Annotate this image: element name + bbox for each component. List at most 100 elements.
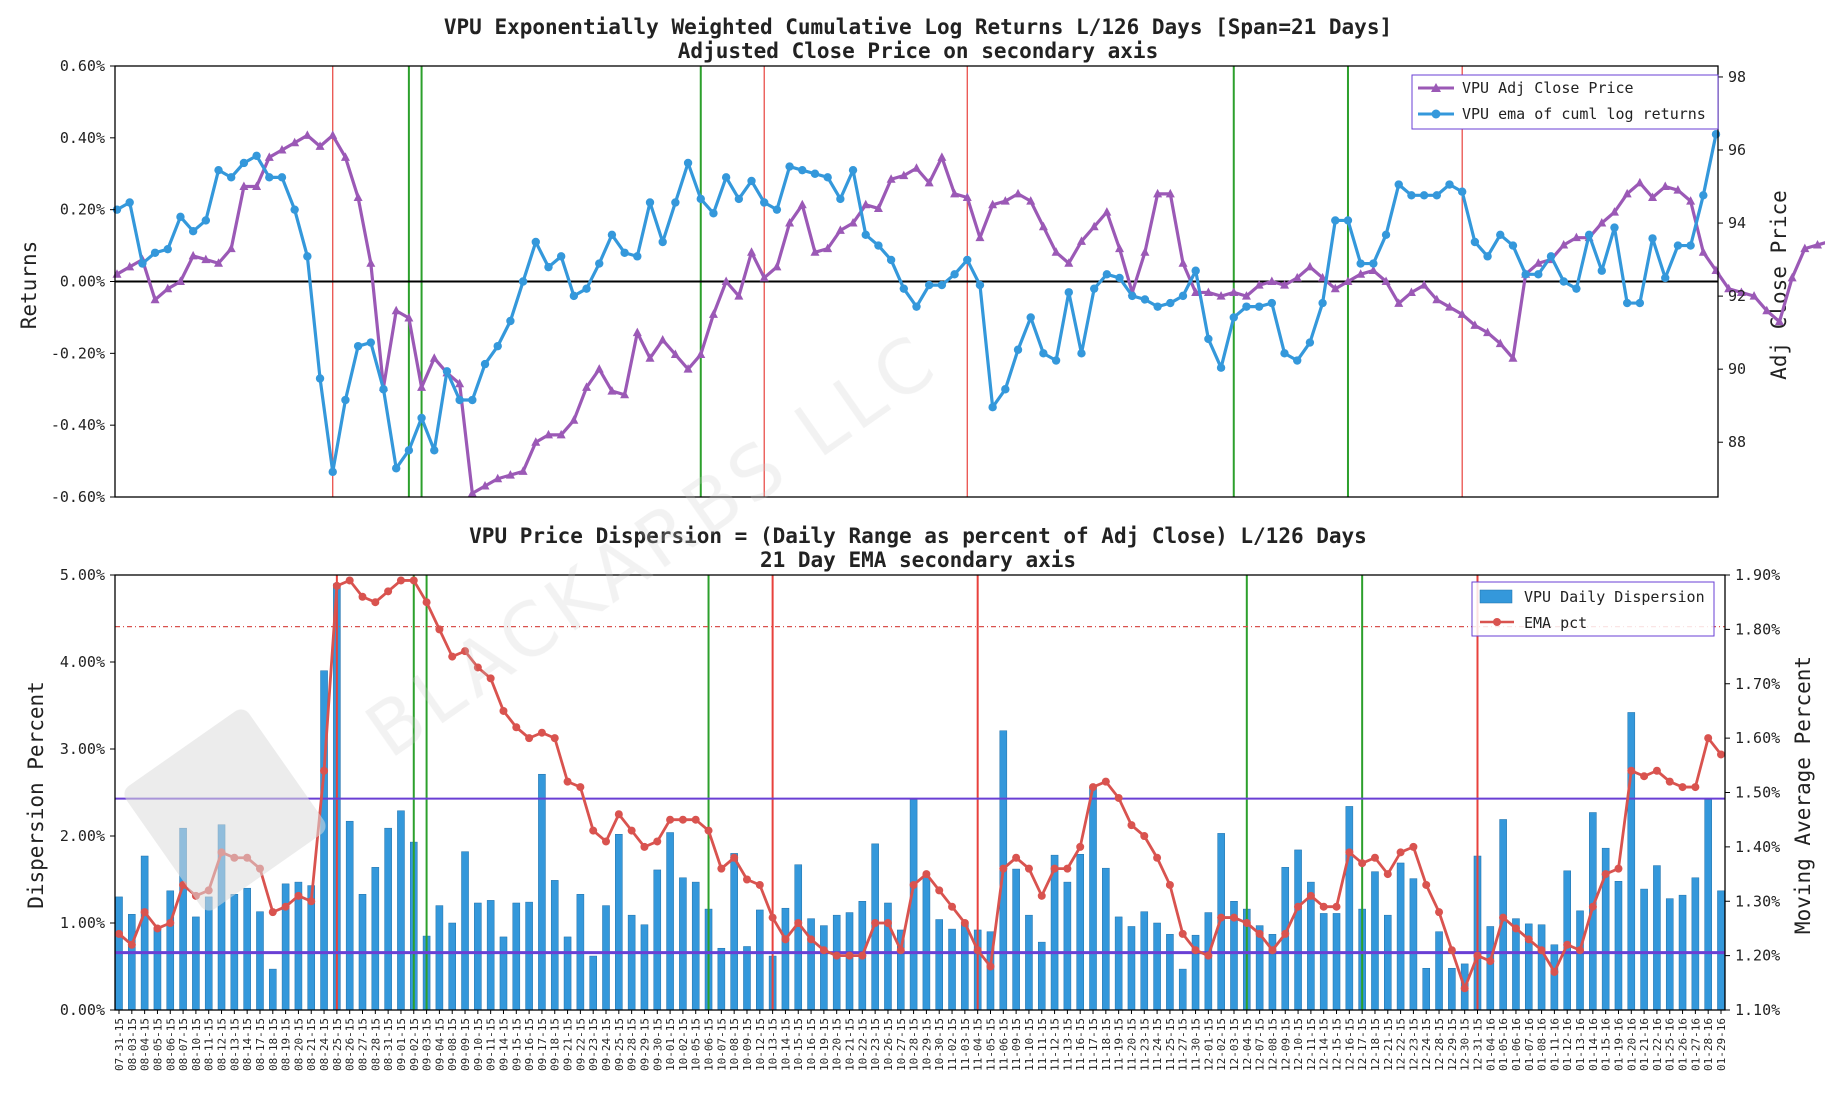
dispersion-bar-103 — [1435, 931, 1443, 1011]
ema-pct-point-29 — [486, 674, 495, 683]
price-point-132 — [1787, 272, 1797, 282]
dispersion-bar-30 — [499, 936, 508, 1011]
price-point-112 — [1533, 258, 1543, 267]
price-point-43 — [658, 334, 668, 344]
price-point-92 — [1280, 280, 1290, 289]
xtick-label-64: 10-30-15 — [933, 1018, 946, 1071]
ema-pct-point-35 — [563, 777, 572, 786]
xtick-label-13: 08-19-15 — [280, 1018, 293, 1071]
ema-pct-point-51 — [768, 913, 777, 922]
ema-returns-point-31 — [506, 316, 515, 326]
dispersion-bar-55 — [820, 925, 828, 1011]
price-point-110 — [1508, 353, 1518, 362]
ema-pct-point-116 — [1601, 870, 1610, 879]
xtick-label-26: 09-08-15 — [446, 1018, 459, 1071]
ema-returns-point-28 — [468, 395, 477, 405]
ema-pct-point-13 — [281, 902, 290, 911]
ema-returns-point-3 — [150, 248, 160, 257]
ema-returns-point-6 — [188, 227, 198, 236]
ema-pct-point-122 — [1678, 783, 1687, 792]
bottom-chart-title: VPU Price Dispersion = (Daily Range as p… — [469, 524, 1367, 548]
ema-pct-point-111 — [1537, 946, 1546, 955]
xtick-label-34: 09-18-15 — [549, 1018, 562, 1071]
dispersion-bar-121 — [1665, 898, 1674, 1011]
price-point-50 — [747, 247, 757, 256]
price-point-86 — [1203, 287, 1213, 296]
ema-pct-point-83 — [1178, 929, 1187, 938]
xtick-label-58: 10-22-15 — [856, 1018, 869, 1071]
top-chart-subtitle: Adjusted Close Price on secondary axis — [678, 39, 1158, 63]
bottom-plot-area: 5.00% 4.00% 3.00% 2.00% 1.00% 0.00% 1.90% 1.80%… — [60, 566, 1780, 1071]
ema-pct-point-96 — [1345, 848, 1354, 857]
price-point-52 — [772, 261, 782, 271]
ema-returns-point-2 — [138, 259, 147, 268]
ema-pct-point-100 — [1396, 848, 1405, 857]
ema-returns-point-50 — [747, 176, 756, 186]
ema-returns-point-73 — [1039, 349, 1048, 358]
price-point-87 — [1216, 291, 1226, 300]
ema-pct-point-99 — [1383, 870, 1392, 879]
ema-pct-point-98 — [1370, 853, 1379, 862]
bottom-y2tick-label-8: 1.10% — [1735, 1001, 1780, 1019]
ema-pct-point-67 — [973, 946, 982, 955]
ema-pct-point-15 — [307, 897, 316, 906]
ema-returns-point-19 — [353, 341, 363, 351]
price-point-93 — [1292, 272, 1302, 282]
dispersion-bar-117 — [1614, 880, 1623, 1011]
price-point-106 — [1457, 309, 1467, 318]
xtick-label-73: 11-12-15 — [1049, 1018, 1062, 1071]
ema-returns-point-80 — [1128, 291, 1137, 301]
xtick-label-81: 11-24-15 — [1151, 1018, 1164, 1071]
price-point-11 — [252, 181, 262, 191]
ema-returns-point-7 — [201, 216, 211, 225]
bottom-ytick-label-4: 1.00% — [60, 914, 105, 932]
xtick-label-27: 09-09-15 — [459, 1018, 472, 1071]
xtick-label-17: 08-25-15 — [331, 1018, 344, 1071]
xtick-label-101: 12-23-15 — [1407, 1018, 1420, 1071]
ema-pct-point-89 — [1255, 929, 1264, 938]
xtick-label-104: 12-29-15 — [1446, 1018, 1459, 1071]
ema-returns-point-120 — [1635, 298, 1645, 308]
ema-returns-point-104 — [1432, 191, 1442, 200]
price-point-20 — [366, 258, 376, 267]
xtick-label-97: 12-17-15 — [1356, 1018, 1369, 1071]
ema-returns-point-105 — [1445, 180, 1454, 189]
ema-pct-point-45 — [691, 815, 700, 824]
ema-pct-point-110 — [1524, 935, 1533, 944]
ema-pct-point-22 — [396, 576, 405, 585]
ema-pct-point-33 — [537, 728, 546, 737]
dispersion-bar-114 — [1576, 910, 1584, 1011]
ema-pct-point-38 — [602, 837, 611, 846]
xtick-label-16: 08-24-15 — [318, 1018, 331, 1071]
xtick-label-5: 08-07-15 — [177, 1018, 190, 1071]
price-point-103 — [1419, 280, 1429, 289]
ema-pct-point-117 — [1614, 864, 1623, 873]
xtick-label-52: 10-14-15 — [779, 1018, 792, 1071]
dispersion-bar-38 — [602, 905, 610, 1011]
xtick-label-71: 11-10-15 — [1023, 1018, 1036, 1071]
xtick-label-92: 12-10-15 — [1292, 1018, 1305, 1071]
dispersion-bar-107 — [1486, 926, 1495, 1011]
ema-returns-point-79 — [1115, 273, 1124, 283]
ema-pct-point-85 — [1204, 951, 1213, 960]
xtick-label-118: 01-20-16 — [1625, 1018, 1638, 1071]
xtick-label-21: 08-31-15 — [382, 1018, 395, 1071]
dispersion-bar-118 — [1627, 712, 1636, 1011]
dispersion-bar-92 — [1294, 849, 1302, 1011]
xtick-label-3: 08-05-15 — [151, 1018, 164, 1071]
ema-returns-point-35 — [556, 252, 566, 261]
dispersion-bar-54 — [807, 918, 815, 1011]
ema-returns-point-37 — [582, 284, 591, 293]
xtick-label-56: 10-20-15 — [831, 1018, 844, 1071]
dispersion-bar-79 — [1127, 926, 1136, 1011]
ema-pct-point-72 — [1037, 891, 1046, 900]
watermark-logo-icon — [124, 709, 326, 911]
xtick-label-60: 10-26-15 — [882, 1018, 895, 1071]
price-point-133 — [1800, 243, 1810, 253]
ema-returns-point-30 — [493, 341, 502, 351]
ema-pct-point-81 — [1153, 853, 1162, 862]
ema-pct-point-61 — [896, 946, 905, 955]
ema-pct-point-108 — [1499, 913, 1508, 922]
xtick-label-117: 01-19-16 — [1612, 1018, 1625, 1071]
ema-returns-point-121 — [1648, 234, 1657, 243]
